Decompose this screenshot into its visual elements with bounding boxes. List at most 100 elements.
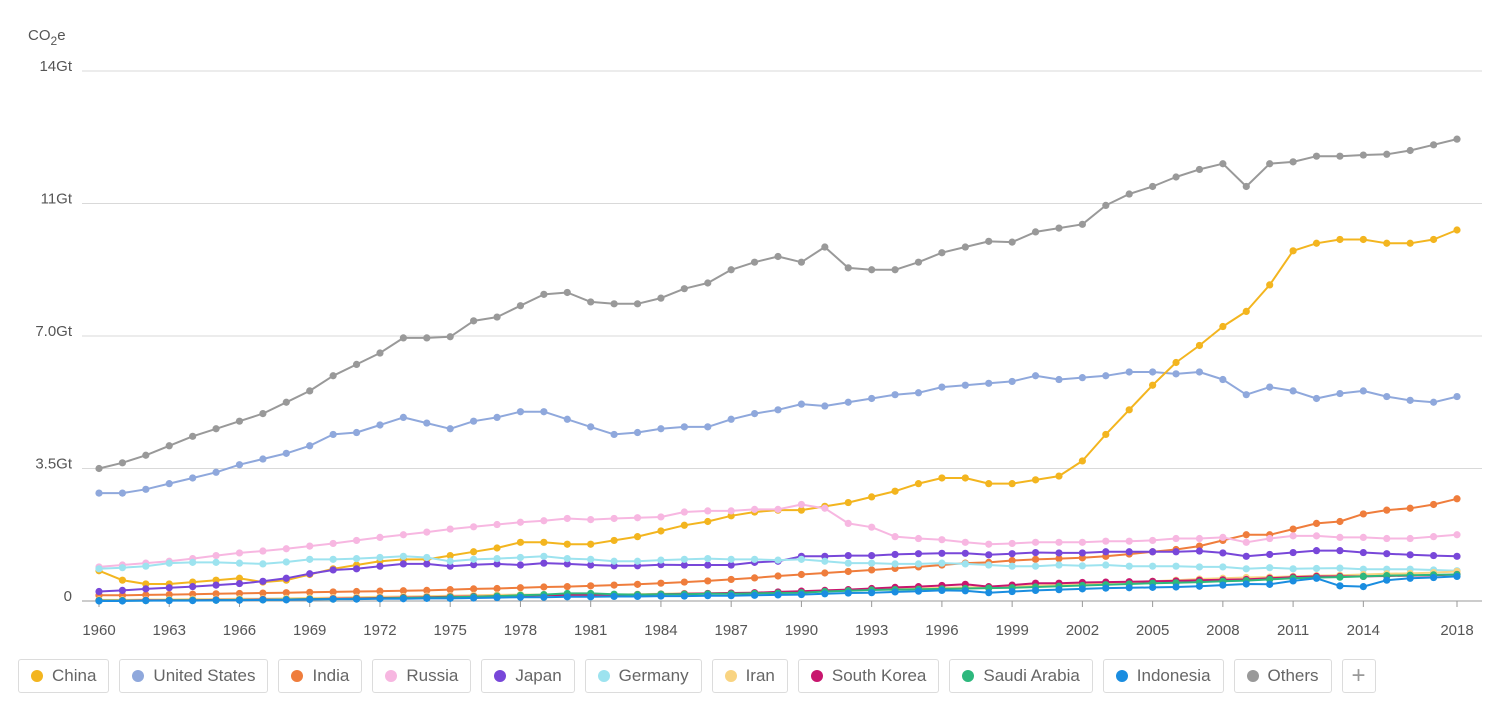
data-point-united-states[interactable] [470,417,478,425]
data-point-indonesia[interactable] [914,587,923,595]
data-point-japan[interactable] [329,566,337,574]
data-point-russia[interactable] [399,531,407,539]
data-point-germany[interactable] [657,556,665,564]
data-point-indonesia[interactable] [1429,573,1438,582]
data-point-japan[interactable] [282,574,290,582]
data-point-germany[interactable] [212,558,220,566]
data-point-united-states[interactable] [1383,392,1391,401]
data-point-india[interactable] [1242,531,1250,539]
data-point-others[interactable] [1429,141,1438,149]
legend-item-germany[interactable]: Germany [584,659,702,693]
data-point-indonesia[interactable] [1172,583,1180,591]
data-point-indonesia[interactable] [961,587,969,595]
data-point-indonesia[interactable] [282,596,290,604]
data-point-india[interactable] [610,581,618,589]
data-point-russia[interactable] [938,536,946,544]
data-point-indonesia[interactable] [750,591,759,599]
data-point-united-states[interactable] [1149,368,1157,376]
data-point-germany[interactable] [235,559,244,567]
data-point-china[interactable] [540,538,548,546]
data-point-russia[interactable] [1359,533,1367,542]
data-point-russia[interactable] [844,519,852,527]
data-point-germany[interactable] [1312,564,1321,573]
data-point-india[interactable] [165,590,173,599]
data-point-others[interactable] [189,432,197,440]
data-point-russia[interactable] [1242,538,1250,546]
data-point-saudi-arabia[interactable] [1266,575,1274,584]
data-point-japan[interactable] [1149,548,1157,556]
data-point-russia[interactable] [306,542,314,550]
data-point-indonesia[interactable] [329,595,337,603]
data-point-japan[interactable] [1055,549,1063,557]
data-point-germany[interactable] [1195,563,1204,571]
data-point-india[interactable] [1078,554,1086,562]
data-point-japan[interactable] [352,565,361,573]
data-point-india[interactable] [376,587,384,595]
data-point-russia[interactable] [704,507,712,515]
data-point-indonesia[interactable] [212,596,220,604]
data-point-others[interactable] [1289,158,1297,166]
data-point-china[interactable] [1102,430,1110,439]
data-point-japan[interactable] [259,577,267,585]
data-point-japan[interactable] [376,562,384,570]
data-point-others[interactable] [1195,165,1204,174]
data-point-russia[interactable] [516,518,525,526]
data-point-india[interactable] [844,567,852,576]
data-point-india[interactable] [1008,556,1016,565]
data-point-russia[interactable] [540,517,548,525]
data-point-russia[interactable] [1266,534,1274,543]
data-point-united-states[interactable] [259,455,267,463]
data-point-india[interactable] [470,585,478,593]
legend-item-saudi-arabia[interactable]: Saudi Arabia [949,659,1093,693]
data-point-japan[interactable] [1406,551,1414,559]
data-point-germany[interactable] [774,556,782,564]
data-point-russia[interactable] [797,500,806,509]
data-point-india[interactable] [399,587,407,595]
data-point-united-states[interactable] [1031,372,1040,380]
data-point-others[interactable] [1102,201,1110,209]
data-point-russia[interactable] [587,516,595,524]
legend-item-south-korea[interactable]: South Korea [797,659,940,693]
data-point-indonesia[interactable] [1055,586,1063,594]
data-point-japan[interactable] [938,549,946,557]
data-point-indonesia[interactable] [376,595,384,603]
data-point-united-states[interactable] [212,468,220,476]
data-point-united-states[interactable] [844,398,852,406]
data-point-japan[interactable] [1125,548,1133,556]
data-point-germany[interactable] [470,555,478,563]
data-point-china[interactable] [1219,322,1227,331]
data-point-china[interactable] [680,521,688,529]
data-point-united-states[interactable] [891,391,899,399]
data-point-germany[interactable] [797,555,806,563]
data-point-germany[interactable] [165,559,173,567]
data-point-united-states[interactable] [914,389,923,397]
data-point-united-states[interactable] [1406,396,1414,404]
data-point-others[interactable] [1453,135,1461,143]
data-point-indonesia[interactable] [423,594,431,602]
data-point-indonesia[interactable] [1008,587,1016,596]
data-point-indonesia[interactable] [821,590,829,598]
data-point-indonesia[interactable] [189,597,197,605]
data-point-others[interactable] [774,252,782,261]
data-point-india[interactable] [1195,542,1204,550]
data-point-germany[interactable] [95,565,103,573]
data-point-russia[interactable] [1383,534,1391,543]
data-point-united-states[interactable] [961,381,969,389]
data-point-others[interactable] [142,451,150,459]
data-point-china[interactable] [610,536,618,545]
data-point-russia[interactable] [914,534,923,543]
data-point-india[interactable] [868,566,876,574]
data-point-united-states[interactable] [774,406,782,414]
data-point-russia[interactable] [212,551,220,560]
data-point-indonesia[interactable] [235,596,244,604]
data-point-india[interactable] [750,574,759,582]
data-point-germany[interactable] [516,553,525,562]
data-point-russia[interactable] [1406,534,1414,543]
data-point-indonesia[interactable] [1242,580,1250,588]
data-point-united-states[interactable] [235,461,244,469]
data-point-japan[interactable] [961,549,969,557]
data-point-germany[interactable] [610,557,618,565]
data-point-indonesia[interactable] [891,588,899,596]
data-point-others[interactable] [587,298,595,306]
data-point-indonesia[interactable] [516,593,525,601]
